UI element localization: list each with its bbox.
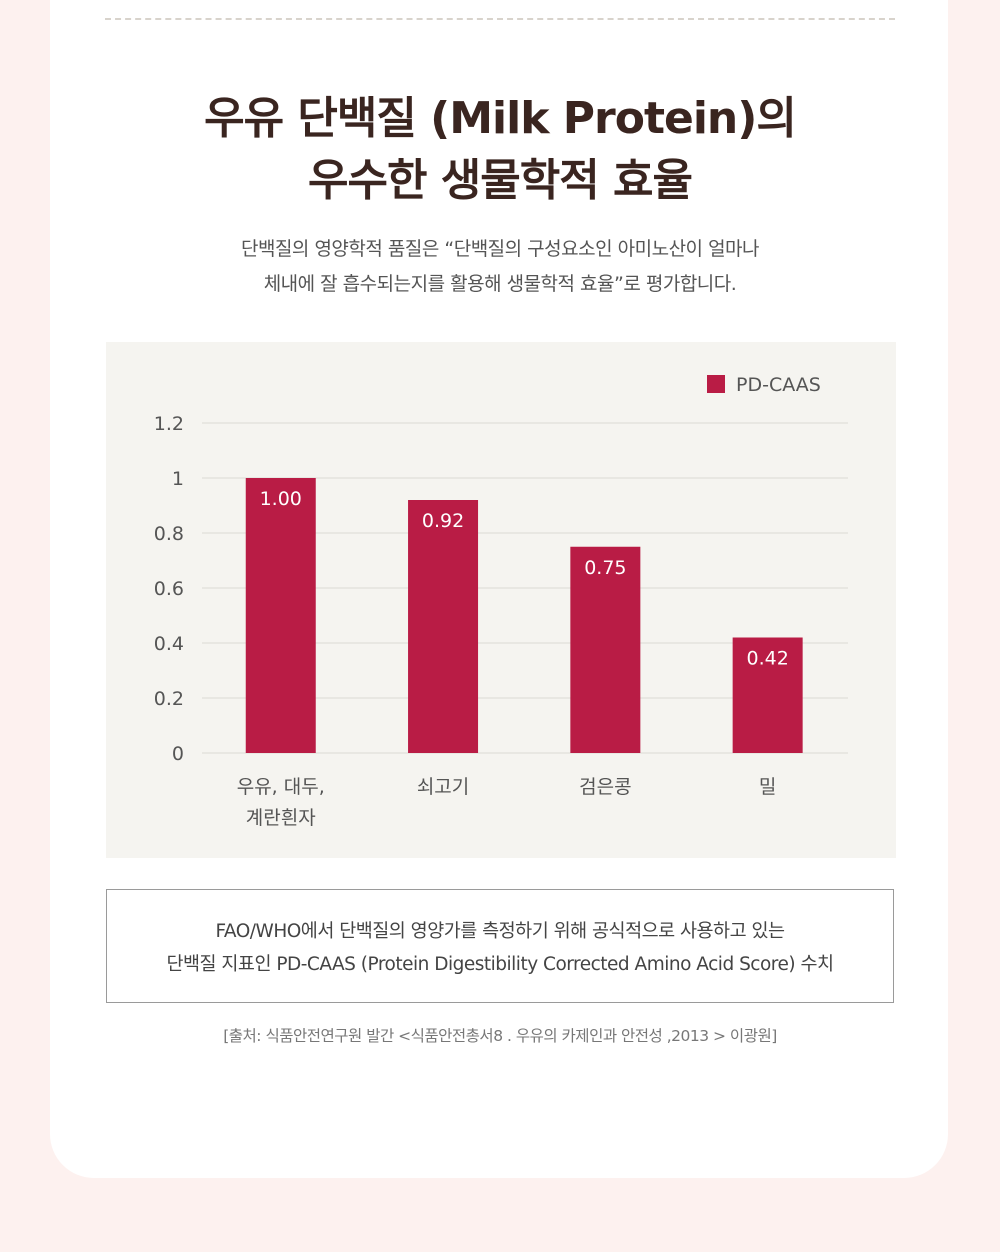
y-tick-label: 0 [172,743,184,765]
note-line-1: FAO/WHO에서 단백질의 영양가를 측정하기 위해 공식적으로 사용하고 있… [215,921,785,942]
bar-chart: 0 0.2 0.4 0.6 0.8 1 1.2 1.00 우유, 대두, 계란흰자 0.92 쇠고기 0… [154,374,848,829]
note-box: FAO/WHO에서 단백질의 영양가를 측정하기 위해 공식적으로 사용하고 있… [106,889,894,1003]
legend-label: PD-CAAS [736,374,821,396]
x-category-label: 밀 [759,776,776,798]
note-line-2: 단백질 지표인 PD-CAAS (Protein Digestibility C… [166,954,834,975]
subtitle: 단백질의 영양학적 품질은 “단백질의 구성요소인 아미노산이 얼마나 체내에 … [0,232,1000,302]
subtitle-line-1: 단백질의 영양학적 품질은 “단백질의 구성요소인 아미노산이 얼마나 [240,238,760,260]
x-category-label: 쇠고기 [417,776,469,798]
data-label: 0.42 [746,648,788,670]
x-category-label: 계란흰자 [246,807,316,829]
title-line-1: 우유 단백질 (Milk Protein)의 [204,93,797,144]
x-category-label: 우유, 대두, [237,776,325,798]
bar [245,478,316,753]
dashed-divider [105,18,895,20]
y-tick-label: 0.6 [154,578,184,600]
y-tick-label: 0.2 [154,688,184,710]
data-label: 0.75 [584,557,626,579]
subtitle-line-2: 체내에 잘 흡수되는지를 활용해 생물학적 효율”로 평가합니다. [263,273,737,295]
data-label: 0.92 [422,510,464,532]
legend-swatch [707,375,725,393]
y-tick-label: 1.2 [154,413,184,435]
bar [408,500,479,753]
data-label: 1.00 [260,488,302,510]
chart-panel: 0 0.2 0.4 0.6 0.8 1 1.2 1.00 우유, 대두, 계란흰자 0.92 쇠고기 0… [106,342,896,858]
bar [570,546,641,753]
y-tick-label: 0.4 [154,633,184,655]
x-category-label: 검은콩 [579,776,631,798]
y-tick-label: 1 [172,468,184,490]
source-citation: [출처: 식품안전연구원 발간 <식품안전총서8 . 우유의 카제인과 안전성 … [223,1027,777,1045]
page-title: 우유 단백질 (Milk Protein)의 우수한 생물학적 효율 [0,88,1000,212]
y-tick-label: 0.8 [154,523,184,545]
bar [732,637,803,753]
title-line-2: 우수한 생물학적 효율 [308,155,693,206]
